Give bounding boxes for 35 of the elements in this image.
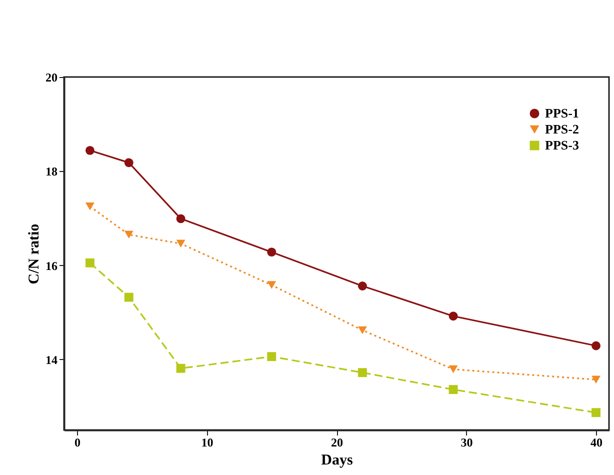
point [267,248,276,257]
legend-label: PPS-1 [545,106,579,120]
point [267,281,276,289]
point [176,214,186,224]
point [592,341,600,350]
point [124,292,134,302]
x-tick-label: 0 [74,436,80,450]
point [176,364,186,373]
y-axis-title: C/N ratio [26,224,42,284]
point [448,385,458,394]
x-tick-label: 10 [201,436,214,450]
point [85,202,94,210]
point [448,312,458,321]
y-tick-label: 14 [46,352,58,367]
x-tick-label: 40 [590,436,603,450]
x-axis-title: Days [321,452,353,468]
legend-label: PPS-2 [545,122,579,136]
x-tick-label: 20 [331,436,343,450]
point [592,408,600,418]
point [85,258,94,268]
point [358,368,367,378]
point [85,146,94,155]
point [267,352,276,362]
point [358,282,367,290]
point [592,376,600,384]
legend-label: PPS-3 [545,138,580,152]
point [358,326,367,334]
y-tick-label: 18 [46,164,58,179]
point [124,230,134,239]
point [176,240,186,248]
y-tick-label: 16 [46,258,58,273]
x-tick-label: 30 [460,436,473,450]
y-tick-label: 20 [46,70,58,84]
point [448,365,458,374]
point [124,158,134,168]
